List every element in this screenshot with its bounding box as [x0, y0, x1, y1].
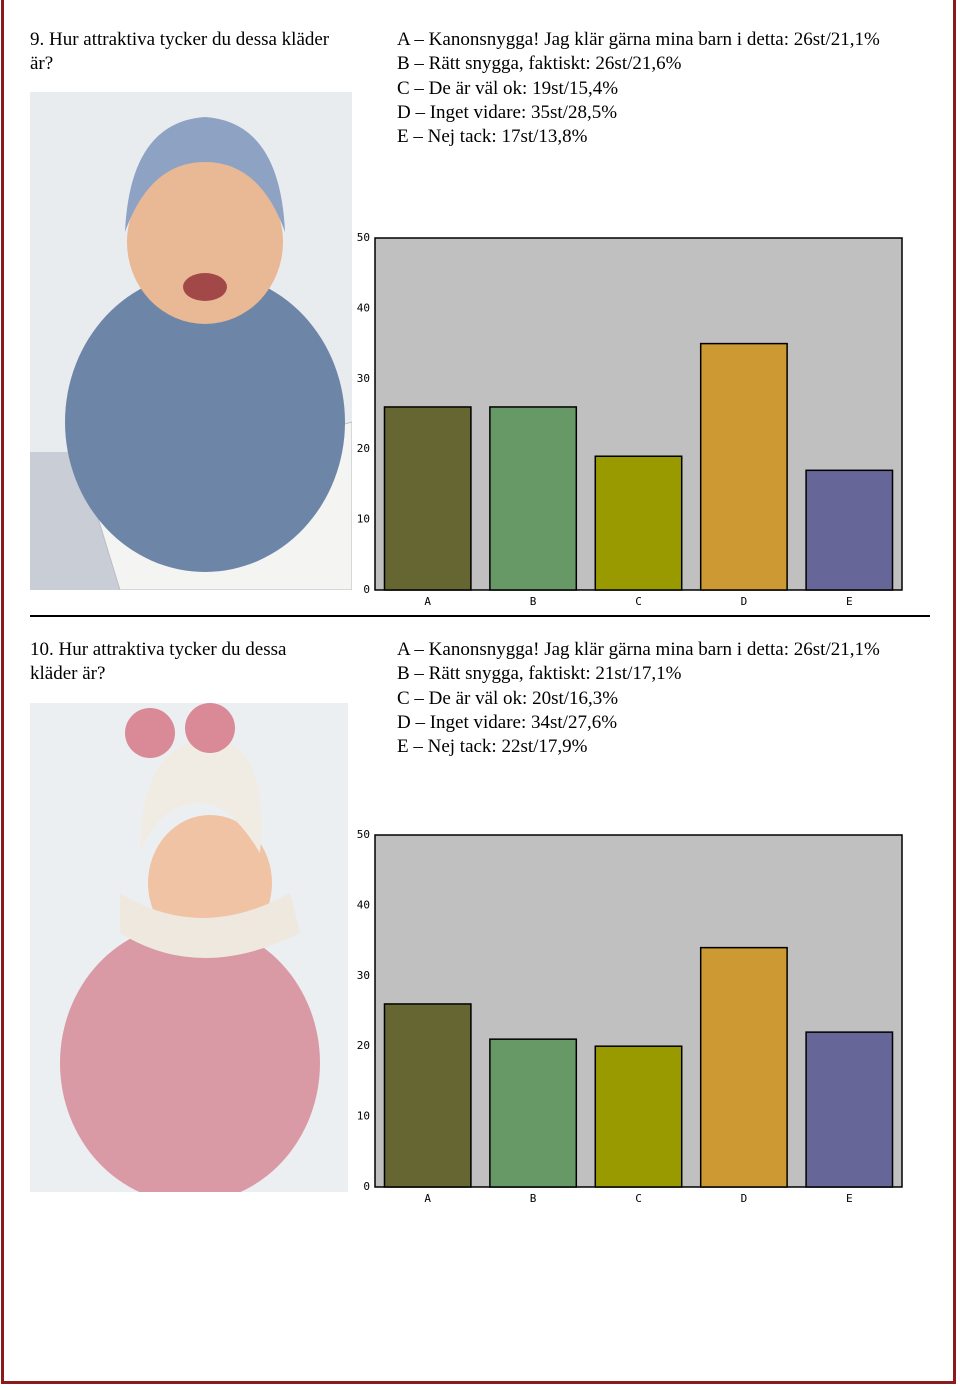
y-tick-label: 0: [363, 583, 370, 596]
chart: 0 10 20 30 40 50 A B C D E: [357, 828, 903, 1205]
y-tick-label: 0: [363, 1180, 370, 1193]
x-tick-label: E: [846, 1192, 853, 1205]
bar: [699, 946, 788, 1188]
x-tick-label: A: [424, 595, 431, 608]
x-tick-label: C: [635, 1192, 642, 1205]
photo: [30, 703, 348, 1192]
answer-list: A – Kanonsnygga! Jag klär gärna mina bar…: [397, 28, 880, 149]
answer-list: A – Kanonsnygga! Jag klär gärna mina bar…: [397, 638, 880, 759]
answer: D – Inget vidare: 34st/27,6%: [397, 711, 618, 733]
x-tick-label: E: [846, 595, 853, 608]
bar: [489, 1038, 578, 1188]
x-tick-label: B: [530, 1192, 537, 1205]
y-tick-label: 20: [357, 1039, 370, 1052]
x-tick-label: A: [424, 1192, 431, 1205]
question-title: 9. Hur attraktiva tycker du dessa kläder…: [30, 29, 330, 74]
x-tick-label: C: [635, 595, 642, 608]
x-tick-label: D: [741, 1192, 748, 1205]
answer: E – Nej tack: 17st/13,8%: [397, 126, 588, 148]
bar: [383, 1003, 472, 1188]
y-tick-label: 40: [357, 898, 370, 911]
answer: A – Kanonsnygga! Jag klär gärna mina bar…: [397, 29, 880, 50]
chart: 0 10 20 30 40 50 A B C D E: [357, 231, 903, 608]
y-tick-label: 30: [357, 372, 370, 385]
bar: [594, 1045, 683, 1188]
answer: B – Rätt snygga, faktiskt: 26st/21,6%: [397, 53, 682, 75]
bar: [805, 469, 894, 591]
x-tick-label: B: [530, 595, 537, 608]
y-tick-label: 10: [357, 1110, 370, 1123]
bar: [594, 455, 683, 591]
y-tick-label: 40: [357, 301, 370, 314]
y-tick-label: 20: [357, 442, 370, 455]
answer: E – Nej tack: 22st/17,9%: [397, 736, 588, 758]
photo: [30, 92, 352, 590]
answer: C – De är väl ok: 20st/16,3%: [397, 687, 619, 709]
x-tick-label: D: [741, 595, 748, 608]
y-tick-label: 50: [357, 828, 370, 841]
question-title: 10. Hur attraktiva tycker du dessa kläde…: [30, 639, 287, 684]
answer: A – Kanonsnygga! Jag klär gärna mina bar…: [397, 639, 880, 660]
bar: [383, 406, 472, 591]
divider: [30, 615, 930, 617]
answer: C – De är väl ok: 19st/15,4%: [397, 77, 619, 99]
bar: [805, 1031, 894, 1188]
y-tick-label: 10: [357, 513, 370, 526]
bar: [699, 342, 788, 591]
y-tick-label: 50: [357, 231, 370, 244]
bar: [489, 406, 578, 591]
answer: D – Inget vidare: 35st/28,5%: [397, 101, 618, 123]
answer: B – Rätt snygga, faktiskt: 21st/17,1%: [397, 663, 682, 685]
y-tick-label: 30: [357, 969, 370, 982]
